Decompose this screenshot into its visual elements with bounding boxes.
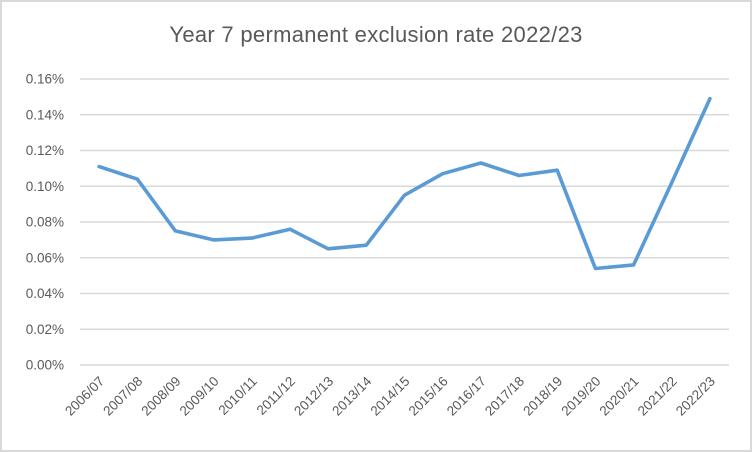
- y-axis-tick-label: 0.02%: [26, 322, 64, 337]
- x-axis-tick-label: 2015/16: [406, 374, 451, 419]
- x-axis-labels: 2006/072007/082008/092009/102010/112011/…: [62, 373, 718, 418]
- data-series-line: [97, 96, 712, 271]
- x-axis-tick-label: 2006/07: [62, 374, 107, 419]
- y-axis-tick-label: 0.12%: [26, 143, 64, 158]
- x-axis-tick-label: 2011/12: [254, 374, 298, 418]
- y-axis-tick-label: 0.16%: [26, 72, 64, 87]
- x-axis-tick-label: 2021/22: [635, 374, 680, 419]
- x-axis-tick-label: 2020/21: [597, 374, 642, 419]
- y-axis-tick-label: 0.14%: [26, 107, 64, 122]
- x-axis-tick-label: 2009/10: [177, 374, 222, 419]
- x-axis-tick-label: 2016/17: [444, 374, 489, 419]
- chart-title: Year 7 permanent exclusion rate 2022/23: [169, 22, 583, 47]
- x-axis-tick-label: 2012/13: [291, 374, 336, 419]
- y-axis-tick-label: 0.08%: [26, 215, 64, 230]
- y-axis-tick-label: 0.06%: [26, 250, 64, 265]
- y-axis-labels: 0.16% 0.14% 0.12% 0.10% 0.08% 0.06% 0.04% 0.02%…: [26, 72, 64, 373]
- x-axis-tick-label: 2017/18: [482, 374, 527, 419]
- x-axis-tick-label: 2007/08: [100, 374, 145, 419]
- x-axis-tick-label: 2019/20: [558, 374, 603, 419]
- x-axis-tick-label: 2022/23: [673, 374, 718, 419]
- y-axis-tick-label: 0.04%: [26, 286, 64, 301]
- x-axis-tick-label: 2008/09: [138, 374, 183, 419]
- x-axis-tick-label: 2014/15: [367, 374, 412, 419]
- x-axis-tick-label: 2018/19: [520, 374, 565, 419]
- x-axis-tick-label: 2010/11: [216, 374, 260, 418]
- gridlines: [80, 78, 729, 366]
- x-axis-tick-label: 2013/14: [329, 373, 374, 418]
- y-axis-tick-label: 0.00%: [26, 358, 64, 373]
- y-axis-tick-label: 0.10%: [26, 179, 64, 194]
